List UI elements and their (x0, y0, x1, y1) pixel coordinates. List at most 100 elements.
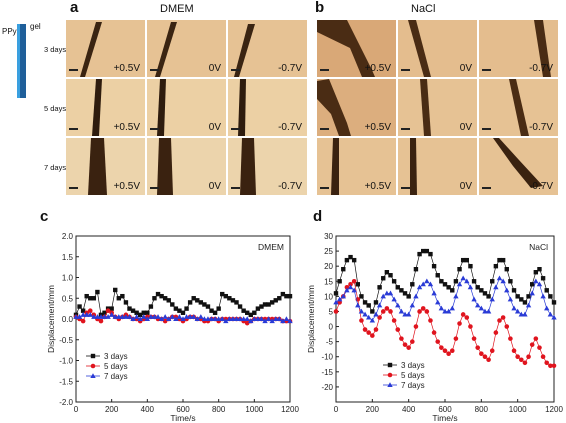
chart-c-data-point (240, 316, 247, 321)
chart-d-x-tick-label: 0 (334, 405, 339, 414)
chart-d-annotation: NaCl (529, 242, 548, 252)
chart-c-x-tick-label: 0 (74, 405, 79, 414)
chart-d-data-point (369, 317, 376, 323)
chart-d-data-point (395, 285, 400, 290)
chart-d-data-point (435, 273, 440, 278)
chart-d-data-point (479, 288, 484, 293)
chart-d-data-point (537, 345, 542, 350)
chart-d-data-point (399, 336, 404, 341)
chart-c-data-point (187, 300, 193, 305)
chart-d-data-point (336, 296, 343, 302)
chart-d-data-point (482, 291, 488, 296)
chart-d-data-point (456, 281, 463, 287)
chart-c-data-point (266, 302, 271, 307)
chart-c-data-point (251, 316, 258, 321)
chart-c-y-tick-label: -2.0 (59, 398, 73, 407)
chart-d-data-point (366, 330, 371, 335)
chart-d-data-point (475, 302, 481, 308)
chart-d-data-point (439, 279, 444, 284)
chart-d-data-point (391, 296, 397, 302)
chart-d-data-point (507, 296, 514, 302)
chart-d-data-point (391, 279, 397, 284)
chart-d-data-point (399, 288, 404, 293)
chart-d-data-point (402, 342, 408, 347)
chart-d-data-point (533, 336, 539, 341)
chart-d-y-tick-label: 25 (324, 247, 333, 256)
chart-d-data-point (449, 348, 455, 353)
chart-d-data-point (529, 342, 535, 347)
chart-c-x-tick-label: 1200 (281, 405, 299, 414)
chart-c-data-point (205, 304, 211, 309)
chart-c-data-point (209, 308, 214, 313)
chart-d-data-point (395, 327, 401, 332)
chart-d-data-point (551, 314, 557, 320)
panel-b-title: NaCl (411, 3, 436, 15)
chart-d-data-point (504, 324, 510, 329)
chart-c-data-point (283, 316, 290, 321)
chart-d-legend-marker (387, 372, 393, 378)
chart-c-data-point (98, 318, 104, 324)
chart-c-data-point (248, 318, 254, 324)
chart-c-data-point (176, 314, 183, 319)
chart-d-legend-label: 7 days (401, 381, 425, 390)
chart-d-data-point (514, 308, 521, 314)
chart-c-y-axis-label: Displacement/mm (46, 285, 56, 353)
chart-c-data-point (230, 316, 236, 321)
chart-c-data-point (277, 296, 282, 301)
chart-d-y-tick-label: -5 (326, 338, 334, 347)
chart-d-data-point (540, 293, 546, 299)
chart-c-data-point (287, 318, 293, 324)
chart-d-data-point (493, 284, 499, 290)
chart-c-data-point (113, 287, 118, 293)
chart-d-data-point (340, 293, 346, 299)
panel-a-row-label-7d: 7 days (44, 163, 67, 172)
chart-c-data-point (87, 308, 93, 313)
chart-d-data-point (464, 278, 470, 284)
chart-c: 0 200 400 600 800 1000 1200 -2.0 -1.5 -1.0 -0.5 0.0… (46, 232, 299, 423)
gel-label: gel (30, 22, 41, 31)
chart-d-data-point (435, 339, 441, 344)
chart-d-data-point (348, 281, 353, 287)
chart-d-data-point (515, 354, 520, 360)
chart-d-data-point (453, 293, 459, 299)
chart-c-data-point (173, 316, 179, 321)
chart-c-data-point (126, 314, 133, 319)
chart-c-data-point (148, 314, 154, 319)
chart-d-data-point (439, 345, 444, 350)
chart-c-data-point (152, 296, 157, 301)
chart-d-y-tick-label: 30 (324, 232, 333, 241)
chart-d-data-point (493, 263, 499, 269)
chart-d-data-point (493, 330, 499, 335)
chart-c-data-point (94, 314, 101, 319)
chart-c-data-point (244, 316, 250, 321)
chart-d-data-point (333, 291, 339, 296)
micro-a-5d-pos: +0.5V (66, 79, 145, 136)
panel-d-label: d (313, 208, 323, 225)
chart-c-data-point (119, 314, 126, 319)
electrode-strip (17, 24, 26, 98)
chart-d-data-point (420, 281, 426, 287)
chart-c-data-point (184, 306, 189, 311)
chart-c-data-point (170, 302, 175, 307)
chart-d-legend-label: 5 days (401, 371, 425, 380)
chart-d-data-point (344, 287, 350, 293)
chart-c-data-point (95, 289, 100, 295)
chart-d-data-point (489, 296, 495, 302)
chart-d-data-point (362, 311, 368, 317)
chart-d-data-point (548, 294, 553, 299)
chart-d-data-point (453, 336, 459, 341)
chart-d-data-point (333, 299, 339, 305)
chart-c-data-point (116, 314, 122, 319)
chart-d-data-point (467, 284, 474, 290)
chart-c-data-point (201, 316, 208, 321)
chart-c-data-point (116, 296, 121, 301)
chart-d-data-point (464, 257, 469, 263)
chart-d-data-point (380, 309, 386, 314)
chart-c-data-point (166, 298, 171, 303)
chart-d-data-point (424, 309, 430, 314)
micro-a-3d-neg: -0.7V (228, 20, 307, 77)
chart-d-data-point (366, 314, 372, 320)
chart-d-x-axis-label: Time/s (432, 413, 457, 423)
chart-d-y-tick-label: -20 (321, 383, 333, 392)
chart-d-data-point (381, 276, 386, 281)
